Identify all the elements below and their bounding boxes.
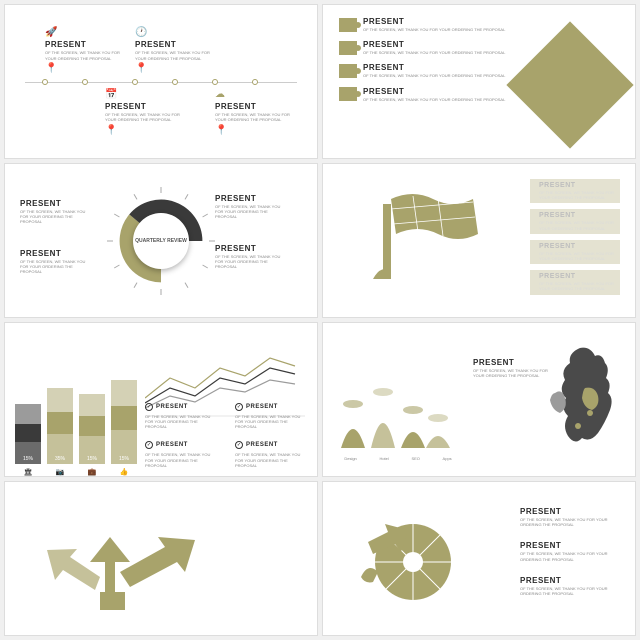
bar: 35%📷 (47, 388, 73, 464)
center-label: QUARTERLY REVIEW (135, 238, 187, 244)
chart-text-item: ✓PRESENTOF THE SCREEN, WE THANK YOU FOR … (235, 433, 305, 468)
category-label: Apps (443, 456, 452, 461)
arrow-diagram-icon (45, 512, 225, 612)
puzzle-piece-icon (339, 41, 357, 55)
bar-chart: 15%🏛35%📷15%💼15%👍 (15, 380, 137, 464)
flag-icon (353, 184, 493, 284)
quarterly-item: PRESENTOF THE SCREEN, WE THANK YOU FOR Y… (20, 199, 90, 225)
timeline-icon: 🚀 (45, 27, 125, 38)
timeline-dot (42, 79, 48, 85)
bar: 15%🏛 (15, 404, 41, 464)
timeline-icon: ☁ (215, 89, 295, 100)
timeline-icon: 📅 (105, 89, 185, 100)
timeline-dot (212, 79, 218, 85)
slide-puzzle-list: PRESENTOF THE SCREEN, WE THANK YOU FOR Y… (322, 4, 636, 159)
uk-map-icon (540, 338, 625, 458)
timeline-item: 🚀PRESENTOF THE SCREEN, WE THANK YOU FOR … (45, 27, 125, 73)
slide-quarterly: QUARTERLY REVIEW PRESENTOF THE SCREEN, W… (4, 163, 318, 318)
bar: 15%💼 (79, 394, 105, 464)
slide-flag: PRESENTOF THE SCREEN, WE THANK YOU FOR Y… (322, 163, 636, 318)
wheel-list: PRESENTOF THE SCREEN, WE THANK YOU FOR Y… (520, 507, 620, 610)
wheel-list-item: PRESENTOF THE SCREEN, WE THANK YOU FOR Y… (520, 541, 620, 561)
flag-list-item: PRESENTOF THE SCREEN, WE THANK YOU FOR Y… (530, 240, 620, 264)
flag-list-item: PRESENTOF THE SCREEN, WE THANK YOU FOR Y… (530, 209, 620, 233)
timeline-dot (172, 79, 178, 85)
quarterly-item: PRESENTOF THE SCREEN, WE THANK YOU FOR Y… (20, 249, 90, 275)
chart-text-item: ✓PRESENTOF THE SCREEN, WE THANK YOU FOR … (145, 433, 215, 468)
quarterly-item: PRESENTOF THE SCREEN, WE THANK YOU FOR Y… (215, 194, 285, 220)
puzzle-row: PRESENTOF THE SCREEN, WE THANK YOU FOR Y… (339, 17, 627, 32)
center-circle: QUARTERLY REVIEW (133, 213, 189, 269)
puzzle-piece-icon (339, 18, 357, 32)
wheel-list-item: PRESENTOF THE SCREEN, WE THANK YOU FOR Y… (520, 507, 620, 527)
flag-list-item: PRESENTOF THE SCREEN, WE THANK YOU FOR Y… (530, 270, 620, 294)
timeline-dot (132, 79, 138, 85)
flag-list: PRESENTOF THE SCREEN, WE THANK YOU FOR Y… (530, 179, 620, 301)
bar: 15%👍 (111, 380, 137, 464)
category-label: SEO (411, 456, 419, 461)
chart-text-grid: ✓PRESENTOF THE SCREEN, WE THANK YOU FOR … (145, 395, 305, 468)
slide-wheel: PRESENTOF THE SCREEN, WE THANK YOU FOR Y… (322, 481, 636, 636)
timeline-item: ☁PRESENTOF THE SCREEN, WE THANK YOU FOR … (215, 89, 295, 135)
chart-text-item: ✓PRESENTOF THE SCREEN, WE THANK YOU FOR … (235, 395, 305, 430)
slide-arrows (4, 481, 318, 636)
timeline-icon: 🕐 (135, 27, 215, 38)
timeline-dot (252, 79, 258, 85)
peak-chart: Design Hotel SEO Apps (333, 388, 463, 461)
puzzle-piece-icon (339, 87, 357, 101)
slide-map: DesignHotelSEOApps PRESENT OF THE SCREEN… (322, 322, 636, 477)
slide-timeline: 🚀PRESENTOF THE SCREEN, WE THANK YOU FOR … (4, 4, 318, 159)
category-label: Hotel (379, 456, 388, 461)
quarterly-item: PRESENTOF THE SCREEN, WE THANK YOU FOR Y… (215, 244, 285, 270)
chart-text-item: ✓PRESENTOF THE SCREEN, WE THANK YOU FOR … (145, 395, 215, 430)
slide-charts: 15%🏛35%📷15%💼15%👍 ✓PRESENTOF THE SCREEN, … (4, 322, 318, 477)
puzzle-piece-icon (339, 64, 357, 78)
category-label: Design (344, 456, 356, 461)
timeline-item: 📅PRESENTOF THE SCREEN, WE THANK YOU FOR … (105, 89, 185, 135)
flag-list-item: PRESENTOF THE SCREEN, WE THANK YOU FOR Y… (530, 179, 620, 203)
wheel-list-item: PRESENTOF THE SCREEN, WE THANK YOU FOR Y… (520, 576, 620, 596)
timeline-item: 🕐PRESENTOF THE SCREEN, WE THANK YOU FOR … (135, 27, 215, 73)
puzzle-wheel-icon (353, 502, 463, 612)
timeline-dot (82, 79, 88, 85)
